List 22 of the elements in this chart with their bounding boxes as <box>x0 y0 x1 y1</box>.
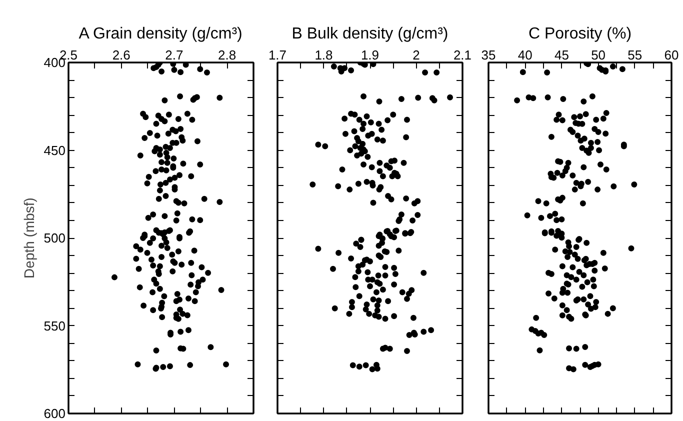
y-tick-label: 600 <box>44 406 66 421</box>
x-tick-label: 45 <box>554 48 569 62</box>
x-tick-label: 1.7 <box>268 48 287 62</box>
x-tick-label: 2.8 <box>218 48 236 62</box>
x-tick-label: 40 <box>518 48 532 62</box>
x-tick-label: 2 <box>412 48 420 62</box>
y-tick-label: 450 <box>44 142 66 158</box>
x-tick-label: 1.8 <box>314 48 333 62</box>
x-tick-label: 2.1 <box>453 48 472 62</box>
x-tick-label: 55 <box>628 48 642 62</box>
y-tick-label: 550 <box>44 318 66 334</box>
chart-title: A Grain density (g/cm³) <box>78 26 242 42</box>
x-tick-label: 1.9 <box>360 48 380 62</box>
x-tick-label: 50 <box>591 48 606 62</box>
x-tick-label: 35 <box>481 48 496 62</box>
y-axis-title: Depth (mbsf) <box>20 198 37 278</box>
x-tick-label: 2.6 <box>112 48 130 62</box>
x-tick-label: 60 <box>664 48 679 62</box>
x-tick-label: 2.7 <box>165 48 184 62</box>
chart-title: B Bulk density (g/cm³) <box>292 26 448 42</box>
y-tick-label: 500 <box>44 230 66 246</box>
chart-title: C Porosity (%) <box>528 26 632 42</box>
